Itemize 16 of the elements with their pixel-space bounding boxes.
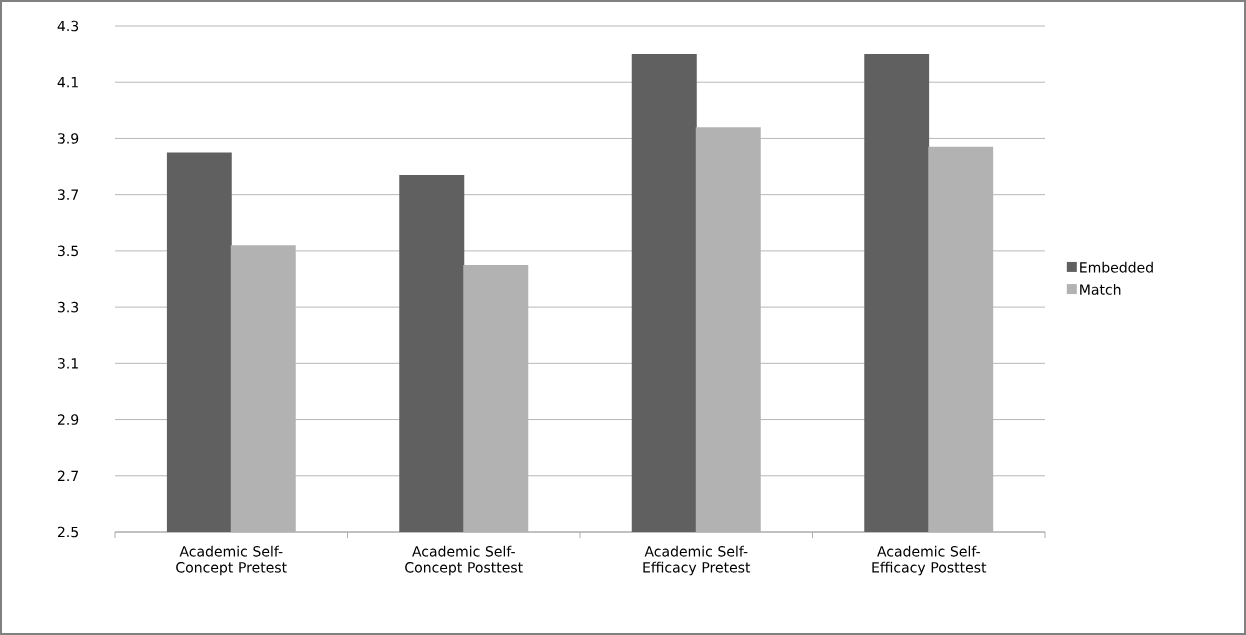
y-tick-label: 3.9 — [58, 133, 79, 144]
y-tick-label: 2.7 — [57, 470, 79, 481]
x-tick-label: Academic Self-Efficacy Pretest — [643, 545, 751, 576]
y-tick-label: 2.9 — [57, 414, 79, 425]
x-tick-label: Academic Self-Concept Pretest — [176, 545, 287, 576]
y-tick-label: 2.5 — [57, 526, 78, 538]
y-tick-label: 4.1 — [57, 77, 78, 88]
legend-label: Embedded — [1080, 261, 1153, 273]
y-tick-label: 4.3 — [57, 20, 79, 32]
y-tick-label: 3.3 — [58, 301, 79, 313]
x-tick-label: Academic Self-Concept Posttest — [405, 545, 523, 576]
y-tick-label: 3.1 — [58, 358, 78, 369]
y-tick-label: 3.5 — [58, 245, 78, 257]
y-tick-label: 3.7 — [58, 189, 79, 200]
legend-label: Match — [1080, 284, 1121, 295]
x-tick-label: Academic Self-Efficacy Posttest — [872, 545, 987, 576]
